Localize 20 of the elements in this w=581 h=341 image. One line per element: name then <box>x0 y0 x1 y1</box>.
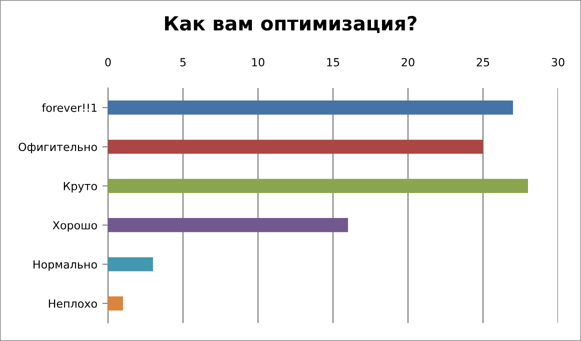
x-tick-label: 15 <box>327 58 340 66</box>
y-tick-label: Круто <box>64 182 97 192</box>
y-tick-label: Нормально <box>34 260 97 271</box>
y-tick-label: Хорошо <box>52 221 97 232</box>
x-tick-label: 10 <box>252 58 264 66</box>
x-tick-label: 0 <box>105 58 111 66</box>
y-tick-label: Офигительно <box>18 142 97 154</box>
x-tick-label: 5 <box>180 58 186 66</box>
x-tick-label: 20 <box>402 58 414 66</box>
x-tick-label: 30 <box>552 58 564 66</box>
x-tick-label: 25 <box>476 58 490 66</box>
bar <box>108 178 528 193</box>
y-tick-label: forever!!1 <box>42 103 97 112</box>
chart-title: Как вам оптимизация? <box>165 16 416 34</box>
bar <box>108 218 348 232</box>
bar <box>108 140 483 154</box>
bar <box>108 257 153 272</box>
bar <box>108 296 123 310</box>
y-tick-label: Неплохо <box>48 300 97 308</box>
bar <box>108 100 513 115</box>
